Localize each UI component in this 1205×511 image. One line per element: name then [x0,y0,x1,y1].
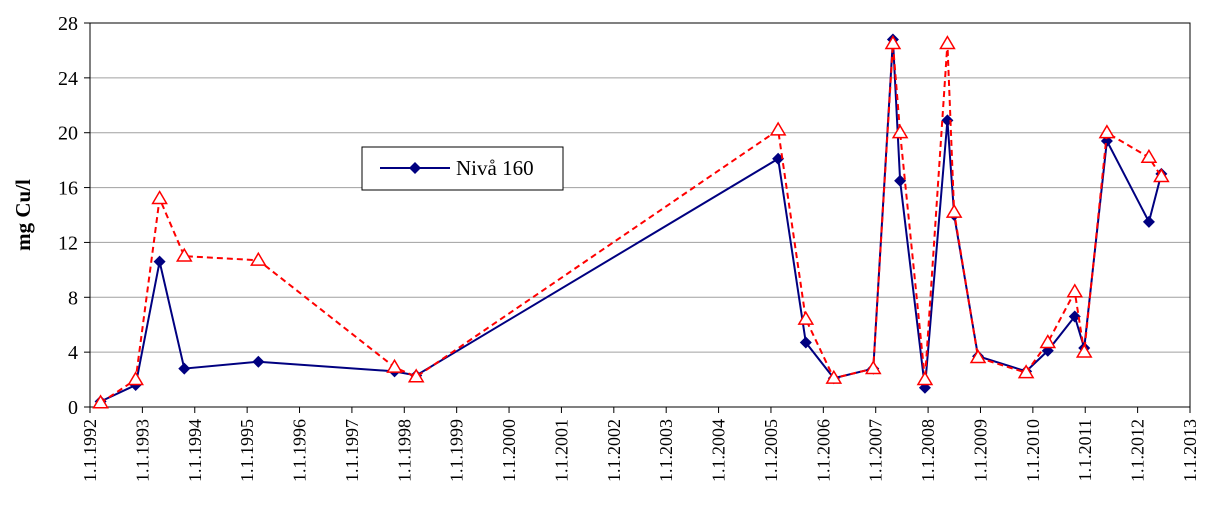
y-axis: 0 4 8 12 16 20 24 28 [58,13,90,419]
y-axis-label: mg Cu/l [11,179,35,251]
series-1-point [178,362,191,375]
grid-lines [90,77,1190,353]
series-2-point [939,35,956,50]
x-tick-label: 1.1.2001 [551,419,571,482]
series-2-point [1075,343,1093,358]
legend: Nivå 160 [361,146,564,191]
series-2-point [884,35,902,50]
plot-area [89,22,1191,408]
series-2-point [1098,124,1116,139]
series-1-line [100,39,1163,403]
x-tick-label: 1.1.1992 [80,419,100,482]
y-tick-label: 16 [58,178,78,200]
x-tick-label: 1.1.2004 [709,419,729,482]
series-1-point [153,255,166,268]
series-2-line [100,43,1163,404]
series-2-point [969,349,987,364]
x-tick-label: 1.1.2005 [761,419,781,482]
x-axis: 1.1.1992 1.1.1993 1.1.1994 1.1.1995 1.1.1996… [80,407,1200,482]
x-tick-label: 1.1.2011 [1075,419,1095,481]
x-tick-label: 1.1.2012 [1128,419,1148,482]
series-1-point [1068,310,1081,323]
series-2-point [916,371,934,386]
x-tick-label: 1.1.2007 [866,419,886,482]
series-2-point [250,251,267,266]
y-tick-label: 28 [58,13,78,35]
legend-marker-series-1 [409,162,421,174]
x-tick-label: 1.1.1999 [447,419,467,482]
x-tick-label: 1.1.1998 [394,419,414,482]
series-2-point [1039,334,1057,349]
x-tick-label: 1.1.2003 [656,419,676,482]
x-tick-label: 1.1.1994 [185,419,205,482]
series-2-point [175,247,193,262]
series-1-point [799,336,812,349]
series-2 [92,35,1170,409]
series-1-point [894,174,907,187]
x-tick-label: 1.1.2009 [970,419,990,482]
legend-label-series-1: Nivå 160 [456,156,534,180]
y-tick-label: 24 [58,68,78,90]
x-tick-label: 1.1.2008 [918,419,938,482]
series-2-point [386,358,403,373]
y-tick-label: 8 [68,287,78,309]
x-tick-label: 1.1.1995 [237,419,257,482]
x-tick-label: 1.1.1996 [290,419,310,482]
x-tick-label: 1.1.2006 [813,419,833,482]
series-1-point [1142,215,1155,228]
x-tick-label: 1.1.1997 [342,419,362,482]
x-tick-label: 1.1.2002 [604,419,624,482]
series-2-point [92,394,109,409]
y-tick-label: 4 [68,342,78,364]
series-1 [94,33,1168,408]
series-2-point [1140,148,1158,164]
series-2-point [127,371,144,386]
y-tick-label: 20 [58,123,78,145]
series-2-point [407,368,425,383]
series-2-point [1017,364,1035,379]
series-2-point [797,310,815,325]
series-2-point [825,369,843,384]
series-2-point [1066,283,1084,298]
series-2-point [1153,168,1170,183]
series-2-point [945,203,963,218]
x-tick-label: 1.1.2013 [1180,419,1200,482]
series-2-point [864,360,882,375]
series-2-point [151,190,168,205]
series-2-point [891,124,909,139]
x-tick-label: 1.1.2000 [499,419,519,482]
series-2-point [769,121,787,136]
y-tick-label: 12 [58,232,78,254]
y-tick-label: 0 [68,397,78,419]
series-1-point [252,355,265,368]
series-layer [92,33,1170,409]
x-tick-label: 1.1.1993 [132,419,152,482]
x-tick-label: 1.1.2010 [1023,419,1043,482]
